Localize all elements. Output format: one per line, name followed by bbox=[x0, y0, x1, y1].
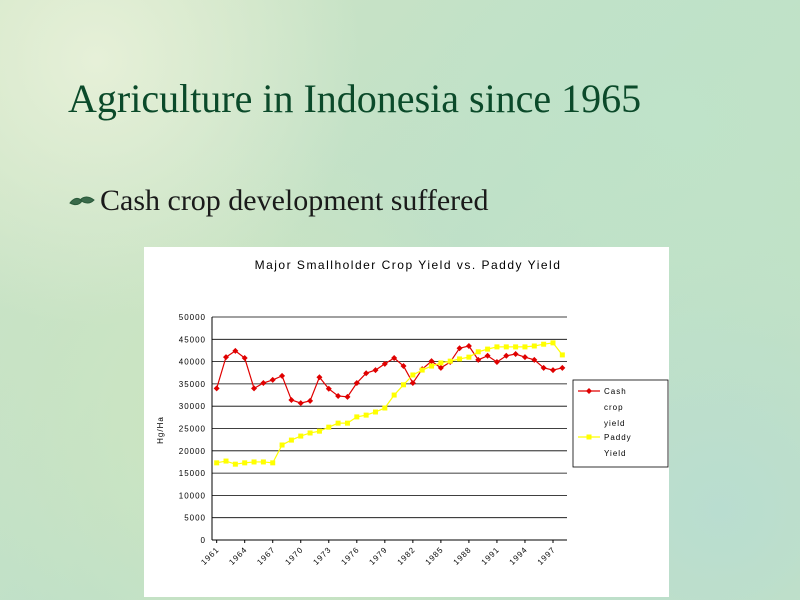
data-point bbox=[456, 345, 463, 352]
data-point bbox=[540, 364, 547, 371]
data-point bbox=[438, 360, 444, 366]
data-point bbox=[550, 340, 556, 346]
data-point bbox=[428, 358, 435, 365]
data-point bbox=[466, 354, 472, 360]
legend-label: Paddy Yield bbox=[604, 433, 635, 458]
data-point bbox=[531, 343, 537, 349]
data-point bbox=[251, 385, 258, 392]
data-point bbox=[269, 376, 276, 383]
data-point bbox=[522, 344, 528, 350]
data-point bbox=[316, 428, 322, 434]
data-point bbox=[241, 355, 248, 362]
data-point bbox=[485, 346, 491, 352]
y-tick-label: 15000 bbox=[179, 469, 206, 478]
y-axis-label: Hg/Ha bbox=[156, 416, 165, 444]
data-point bbox=[363, 370, 370, 377]
slide-title: Agriculture in Indonesia since 1965 bbox=[68, 76, 641, 121]
y-tick-label: 30000 bbox=[179, 402, 206, 411]
data-point bbox=[335, 420, 341, 426]
legend-marker bbox=[586, 434, 592, 440]
data-point bbox=[372, 409, 378, 415]
data-point bbox=[410, 372, 416, 378]
data-point bbox=[307, 397, 314, 404]
data-point bbox=[484, 352, 491, 359]
data-point bbox=[223, 354, 230, 361]
data-point bbox=[457, 356, 463, 362]
data-point bbox=[503, 344, 509, 350]
chart-title: Major Smallholder Crop Yield vs. Paddy Y… bbox=[255, 258, 562, 272]
data-point bbox=[475, 356, 482, 363]
data-point bbox=[344, 393, 351, 400]
data-point bbox=[251, 459, 257, 465]
data-point bbox=[213, 385, 220, 392]
data-point bbox=[232, 461, 238, 467]
y-tick-label: 20000 bbox=[179, 447, 206, 456]
data-point bbox=[260, 380, 267, 387]
data-point bbox=[288, 396, 295, 403]
y-tick-label: 5000 bbox=[184, 514, 206, 523]
data-point bbox=[298, 433, 304, 439]
data-point bbox=[381, 360, 388, 367]
data-point bbox=[521, 354, 528, 361]
data-point bbox=[354, 414, 360, 420]
y-tick-label: 25000 bbox=[179, 425, 206, 434]
legend-marker bbox=[586, 388, 592, 394]
data-point bbox=[279, 372, 286, 379]
data-point bbox=[513, 344, 519, 350]
data-point bbox=[232, 347, 239, 354]
data-point bbox=[326, 424, 332, 430]
data-point bbox=[344, 420, 350, 426]
legend-label: Cash crop yield bbox=[604, 387, 630, 428]
bullet-text: Cash crop development suffered bbox=[100, 184, 489, 217]
data-point bbox=[493, 359, 500, 366]
data-point bbox=[363, 412, 369, 418]
data-point bbox=[316, 374, 323, 381]
y-tick-label: 10000 bbox=[179, 491, 206, 500]
data-point bbox=[409, 380, 416, 387]
y-tick-label: 50000 bbox=[179, 313, 206, 322]
data-point bbox=[279, 442, 285, 448]
data-point bbox=[288, 437, 294, 443]
data-point bbox=[400, 363, 407, 370]
data-point bbox=[382, 405, 388, 411]
data-point bbox=[214, 460, 220, 466]
data-point bbox=[391, 392, 397, 398]
data-point bbox=[531, 356, 538, 363]
data-point bbox=[559, 364, 566, 371]
data-point bbox=[437, 364, 444, 371]
data-point bbox=[242, 460, 248, 466]
data-point bbox=[391, 355, 398, 362]
bullet-icon bbox=[69, 196, 95, 206]
y-tick-label: 0 bbox=[201, 536, 206, 545]
data-point bbox=[353, 380, 360, 387]
data-point bbox=[512, 351, 519, 358]
y-tick-label: 35000 bbox=[179, 380, 206, 389]
legend-box bbox=[572, 379, 669, 468]
data-point bbox=[335, 392, 342, 399]
data-point bbox=[223, 458, 229, 464]
data-point bbox=[297, 400, 304, 407]
data-point bbox=[549, 367, 556, 374]
data-point bbox=[325, 385, 332, 392]
data-point bbox=[307, 430, 313, 436]
y-tick-label: 40000 bbox=[179, 358, 206, 367]
data-point bbox=[503, 352, 510, 359]
data-point bbox=[447, 358, 453, 364]
data-point bbox=[401, 382, 407, 388]
data-point bbox=[559, 352, 565, 358]
data-point bbox=[541, 341, 547, 347]
y-tick-label: 45000 bbox=[179, 335, 206, 344]
data-point bbox=[419, 367, 425, 373]
data-point bbox=[494, 344, 500, 350]
data-point bbox=[429, 363, 435, 369]
data-point bbox=[260, 459, 266, 465]
data-point bbox=[270, 460, 276, 466]
data-point bbox=[372, 367, 379, 374]
data-point bbox=[475, 349, 481, 355]
data-point bbox=[465, 342, 472, 349]
